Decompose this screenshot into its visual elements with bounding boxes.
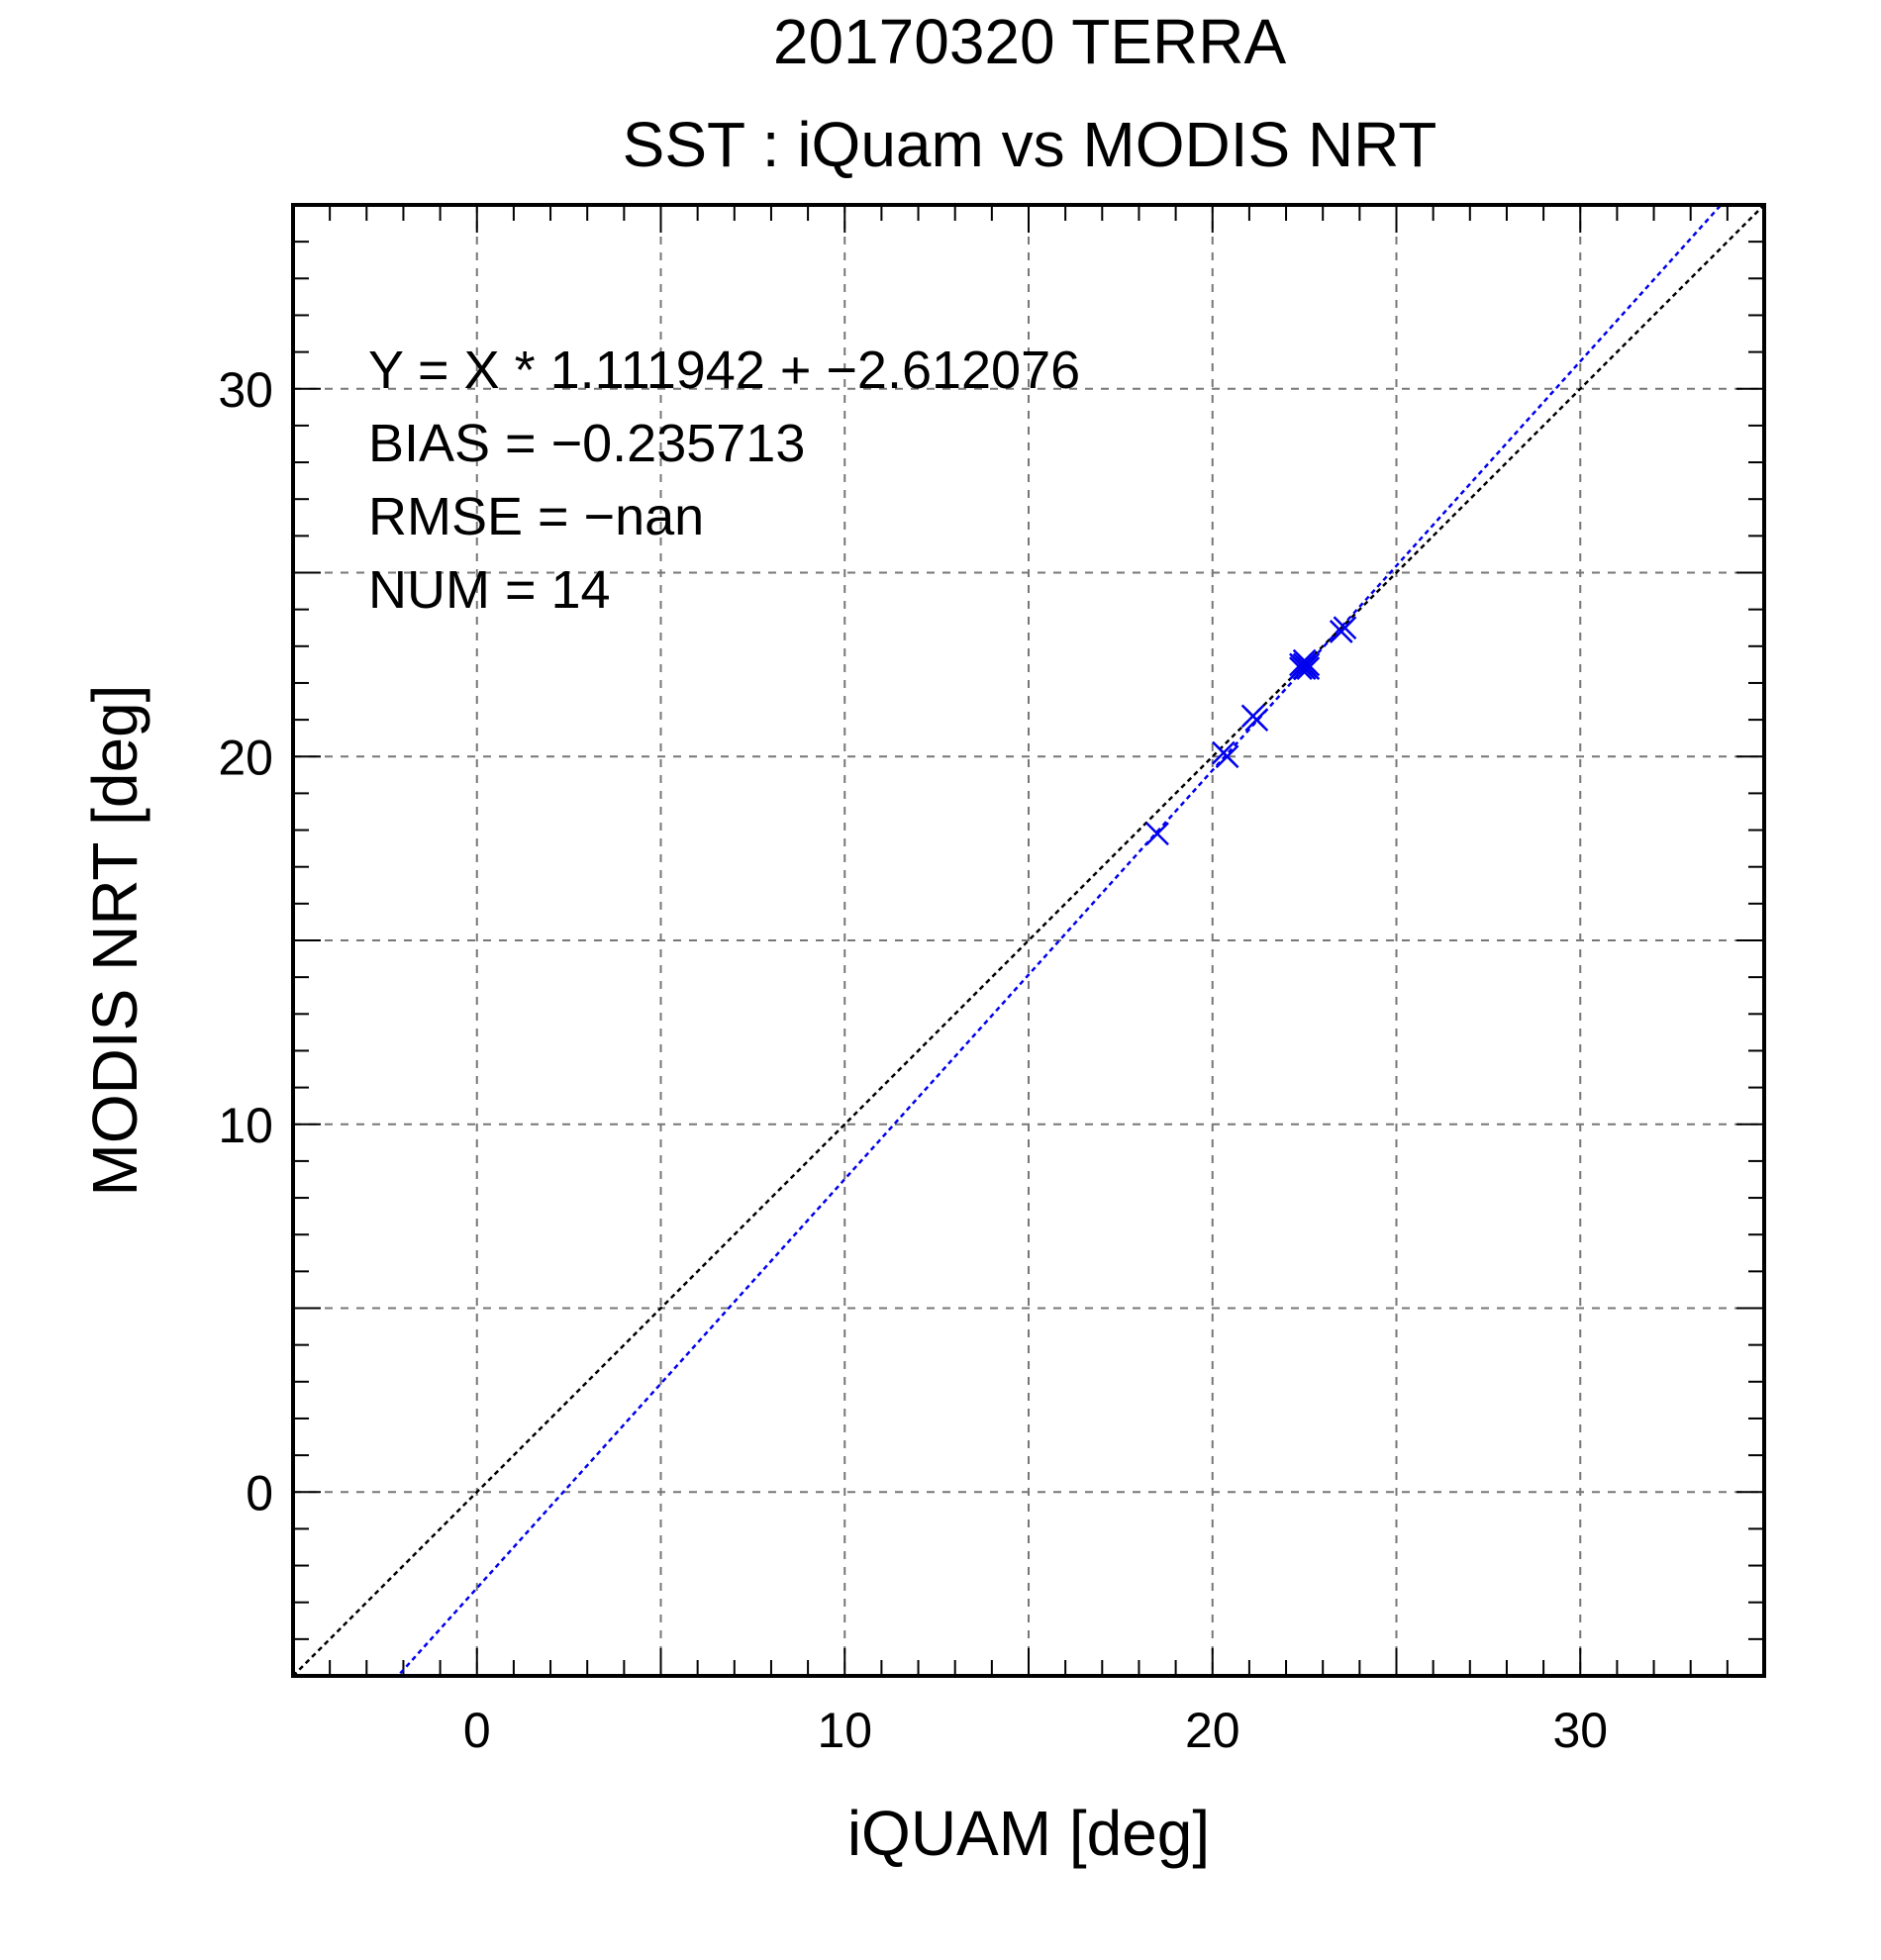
minor-ticks: [293, 205, 1764, 1676]
stats-fit-equation: Y = X * 1.111942 + −2.612076: [368, 341, 1080, 400]
chart-title: 20170320 TERRA: [773, 6, 1287, 77]
chart-subtitle: SST : iQuam vs MODIS NRT: [623, 109, 1437, 180]
data-point: [1292, 648, 1317, 673]
data-point: [1215, 744, 1239, 769]
x-tick-label: 10: [817, 1703, 872, 1758]
x-tick-label: 20: [1185, 1703, 1240, 1758]
grid: [293, 205, 1764, 1676]
x-axis-label: iQUAM [deg]: [847, 1798, 1210, 1869]
x-tick-label: 0: [463, 1703, 491, 1758]
y-tick-label: 0: [246, 1465, 273, 1520]
stats-rmse: RMSE = −nan: [368, 487, 704, 546]
tick-labels: 0 10 20 30 0 10 20 30: [218, 362, 1608, 1758]
y-tick-label: 20: [218, 730, 273, 785]
data-points: [1145, 616, 1357, 846]
y-tick-label: 10: [218, 1098, 273, 1153]
y-axis-label: MODIS NRT [deg]: [79, 685, 150, 1197]
x-tick-label: 30: [1552, 1703, 1608, 1758]
y-tick-label: 30: [218, 362, 273, 418]
regression-line: [396, 205, 1724, 1676]
data-point: [1292, 652, 1317, 677]
stats-num: NUM = 14: [368, 560, 611, 620]
data-point: [1244, 708, 1269, 732]
stats-bias: BIAS = −0.235713: [368, 414, 805, 473]
data-point: [1333, 616, 1357, 640]
data-point: [1145, 822, 1169, 846]
reference-lines: [293, 205, 1764, 1676]
plot-frame: [291, 203, 1766, 1678]
